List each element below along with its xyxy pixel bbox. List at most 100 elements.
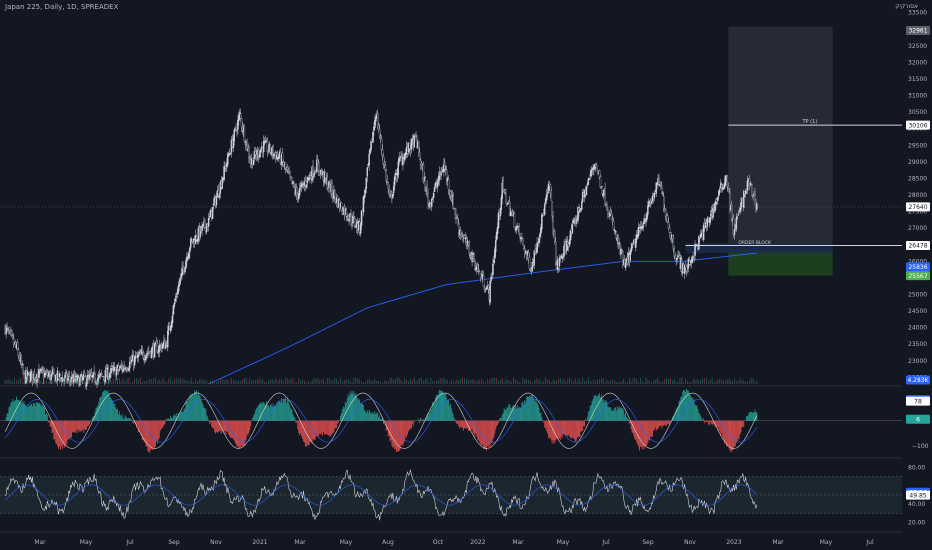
price-tag bbox=[906, 375, 930, 385]
candle-body bbox=[590, 169, 592, 177]
volume-bar bbox=[256, 379, 258, 384]
candle-body bbox=[613, 229, 616, 231]
candle-body bbox=[229, 153, 232, 155]
candle-body bbox=[645, 217, 647, 223]
price-tick-label: 25000 bbox=[908, 291, 927, 298]
candle-body bbox=[698, 236, 700, 250]
volume-bar bbox=[547, 379, 548, 384]
volume-bar bbox=[351, 382, 353, 384]
volume-bar bbox=[60, 381, 62, 384]
candle-body bbox=[61, 377, 63, 383]
volume-bar bbox=[485, 382, 486, 384]
candle-body bbox=[83, 372, 86, 378]
candle-body bbox=[184, 267, 186, 273]
volume-bar bbox=[343, 379, 345, 384]
volume-bar bbox=[275, 378, 277, 384]
candle-body bbox=[173, 302, 176, 307]
volume-bar bbox=[469, 379, 471, 384]
candle-body bbox=[383, 162, 386, 165]
time-tick-label: May bbox=[820, 539, 833, 546]
volume-bar bbox=[361, 381, 362, 384]
candle-body bbox=[536, 242, 538, 253]
price-tick-label: 28500 bbox=[908, 175, 927, 182]
time-tick-label: Mar bbox=[34, 539, 46, 546]
candle-body bbox=[217, 190, 220, 197]
volume-bar bbox=[681, 377, 683, 384]
volume-bar bbox=[709, 379, 711, 384]
volume-bar bbox=[189, 380, 191, 384]
candle-body bbox=[716, 199, 718, 203]
candle-body bbox=[431, 197, 434, 199]
candle-body bbox=[313, 173, 315, 177]
candle-body bbox=[440, 171, 442, 176]
volume-bar bbox=[509, 380, 511, 384]
volume-bar bbox=[668, 379, 669, 384]
candle-body bbox=[424, 177, 427, 192]
volume-bar bbox=[531, 382, 533, 384]
candle-body bbox=[717, 197, 719, 201]
volume-bar bbox=[660, 382, 662, 384]
candle-body bbox=[201, 225, 203, 232]
candle-body bbox=[744, 190, 747, 195]
volume-bar bbox=[550, 381, 552, 384]
candle-body bbox=[85, 382, 88, 387]
candle-body bbox=[674, 255, 676, 259]
volume-bar bbox=[396, 377, 398, 384]
price-tick-label: 32000 bbox=[908, 59, 927, 66]
volume-bar bbox=[739, 377, 741, 384]
volume-bar bbox=[87, 377, 88, 384]
candle-body bbox=[21, 364, 23, 366]
candle-body bbox=[661, 186, 663, 194]
candle-body bbox=[207, 217, 210, 227]
volume-bar bbox=[567, 379, 569, 384]
time-tick-label: Mar bbox=[294, 539, 306, 546]
volume-bar bbox=[128, 378, 130, 384]
candle-body bbox=[63, 379, 65, 382]
volume-bar bbox=[565, 381, 567, 384]
volume-bar bbox=[29, 382, 30, 384]
volume-bar bbox=[501, 377, 503, 384]
candle-body bbox=[568, 239, 571, 246]
candle-body bbox=[487, 285, 490, 290]
candle-body bbox=[709, 216, 711, 223]
candle-body bbox=[316, 159, 318, 173]
volume-bar bbox=[411, 380, 413, 384]
volume-bar bbox=[430, 377, 432, 384]
candle-body bbox=[79, 377, 81, 386]
price-tag-label: 49.85 bbox=[909, 492, 926, 499]
candle-body bbox=[305, 184, 308, 188]
candle-body bbox=[248, 146, 250, 158]
volume-bar bbox=[126, 378, 128, 384]
candle-body bbox=[142, 352, 144, 359]
candle-body bbox=[266, 141, 269, 152]
candle-body bbox=[617, 236, 619, 248]
candle-body bbox=[177, 286, 179, 294]
volume-bar bbox=[313, 378, 315, 384]
candle-body bbox=[459, 230, 462, 235]
volume-bar bbox=[204, 379, 206, 384]
volume-bar bbox=[741, 380, 743, 384]
candle-body bbox=[352, 215, 354, 224]
candle-body bbox=[334, 190, 336, 198]
volume-bar bbox=[580, 381, 582, 384]
candle-body bbox=[53, 368, 55, 374]
volume-bar bbox=[117, 378, 118, 384]
candle-body bbox=[666, 215, 669, 222]
volume-bar bbox=[53, 381, 55, 384]
candle-body bbox=[238, 115, 240, 121]
volume-bar bbox=[730, 380, 732, 384]
candle-body bbox=[569, 230, 572, 241]
volume-bar bbox=[49, 380, 51, 384]
volume-bar bbox=[143, 381, 145, 384]
volume-bar bbox=[191, 377, 193, 384]
candle-body bbox=[265, 140, 268, 142]
candle-body bbox=[394, 173, 397, 176]
candle-body bbox=[649, 203, 652, 205]
volume-bar bbox=[200, 379, 202, 384]
candle-body bbox=[312, 165, 314, 177]
volume-bar bbox=[124, 381, 126, 384]
volume-bar bbox=[526, 378, 528, 384]
volume-bar bbox=[533, 380, 535, 384]
volume-bar bbox=[460, 379, 462, 384]
